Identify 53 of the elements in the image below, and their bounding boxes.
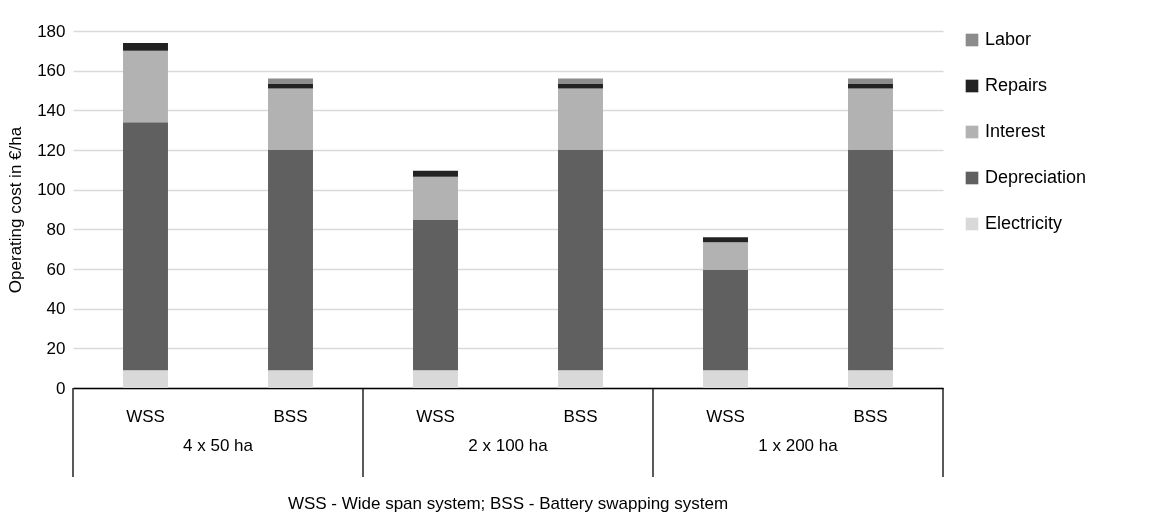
x-tick-label: WSS [706, 406, 745, 426]
legend-label: Electricity [985, 213, 1063, 233]
bar [703, 370, 748, 388]
legend-label: Depreciation [985, 167, 1087, 187]
y-axis-title: Operating cost in €/ha [6, 126, 26, 294]
bar [703, 269, 748, 371]
text: WSS - Wide span system; BSS - Battery swapping system [287, 494, 729, 512]
y-tick-label: 180 [37, 21, 66, 41]
y-tick-label: 60 [46, 259, 66, 279]
bar [268, 78, 313, 84]
bar [558, 78, 603, 84]
y-tick-label: 20 [46, 338, 66, 358]
text: 2 x 100 ha [468, 436, 549, 455]
bar [123, 42, 168, 51]
legend-label: Interest [985, 121, 1046, 141]
legend-label: Labor [985, 29, 1032, 49]
bar [123, 370, 168, 388]
y-tick-label: 100 [37, 180, 66, 200]
bar [848, 370, 893, 388]
bar [268, 83, 313, 89]
bar [123, 50, 168, 123]
y-tick-label: 40 [46, 299, 66, 319]
x-tick-label: BSS [853, 406, 888, 426]
bar [848, 83, 893, 89]
x-tick-label: BSS [563, 406, 598, 426]
text: 4 x 50 ha [183, 436, 254, 455]
bar [848, 88, 893, 150]
text: 1 x 200 ha [758, 436, 839, 455]
bar [558, 88, 603, 150]
bar [558, 83, 603, 89]
bar [413, 219, 458, 371]
bar [268, 370, 313, 388]
x-tick-label: BSS [273, 406, 308, 426]
legend-label: Repairs [985, 75, 1048, 95]
bar [703, 237, 748, 243]
y-tick-label: 120 [37, 140, 66, 160]
bar [848, 150, 893, 371]
bar [413, 370, 458, 388]
bar [413, 170, 458, 177]
bar [558, 370, 603, 388]
bar [703, 242, 748, 270]
bar [413, 176, 458, 220]
x-tick-label: WSS [416, 406, 455, 426]
y-tick-label: 80 [46, 219, 66, 239]
y-tick-label: 160 [37, 61, 66, 81]
y-tick-label: 140 [37, 100, 66, 120]
bar [848, 78, 893, 84]
bar [558, 150, 603, 371]
x-tick-label: WSS [126, 406, 165, 426]
bar [123, 122, 168, 371]
bar [268, 150, 313, 371]
y-tick-label: 0 [56, 378, 66, 398]
bar [268, 88, 313, 150]
